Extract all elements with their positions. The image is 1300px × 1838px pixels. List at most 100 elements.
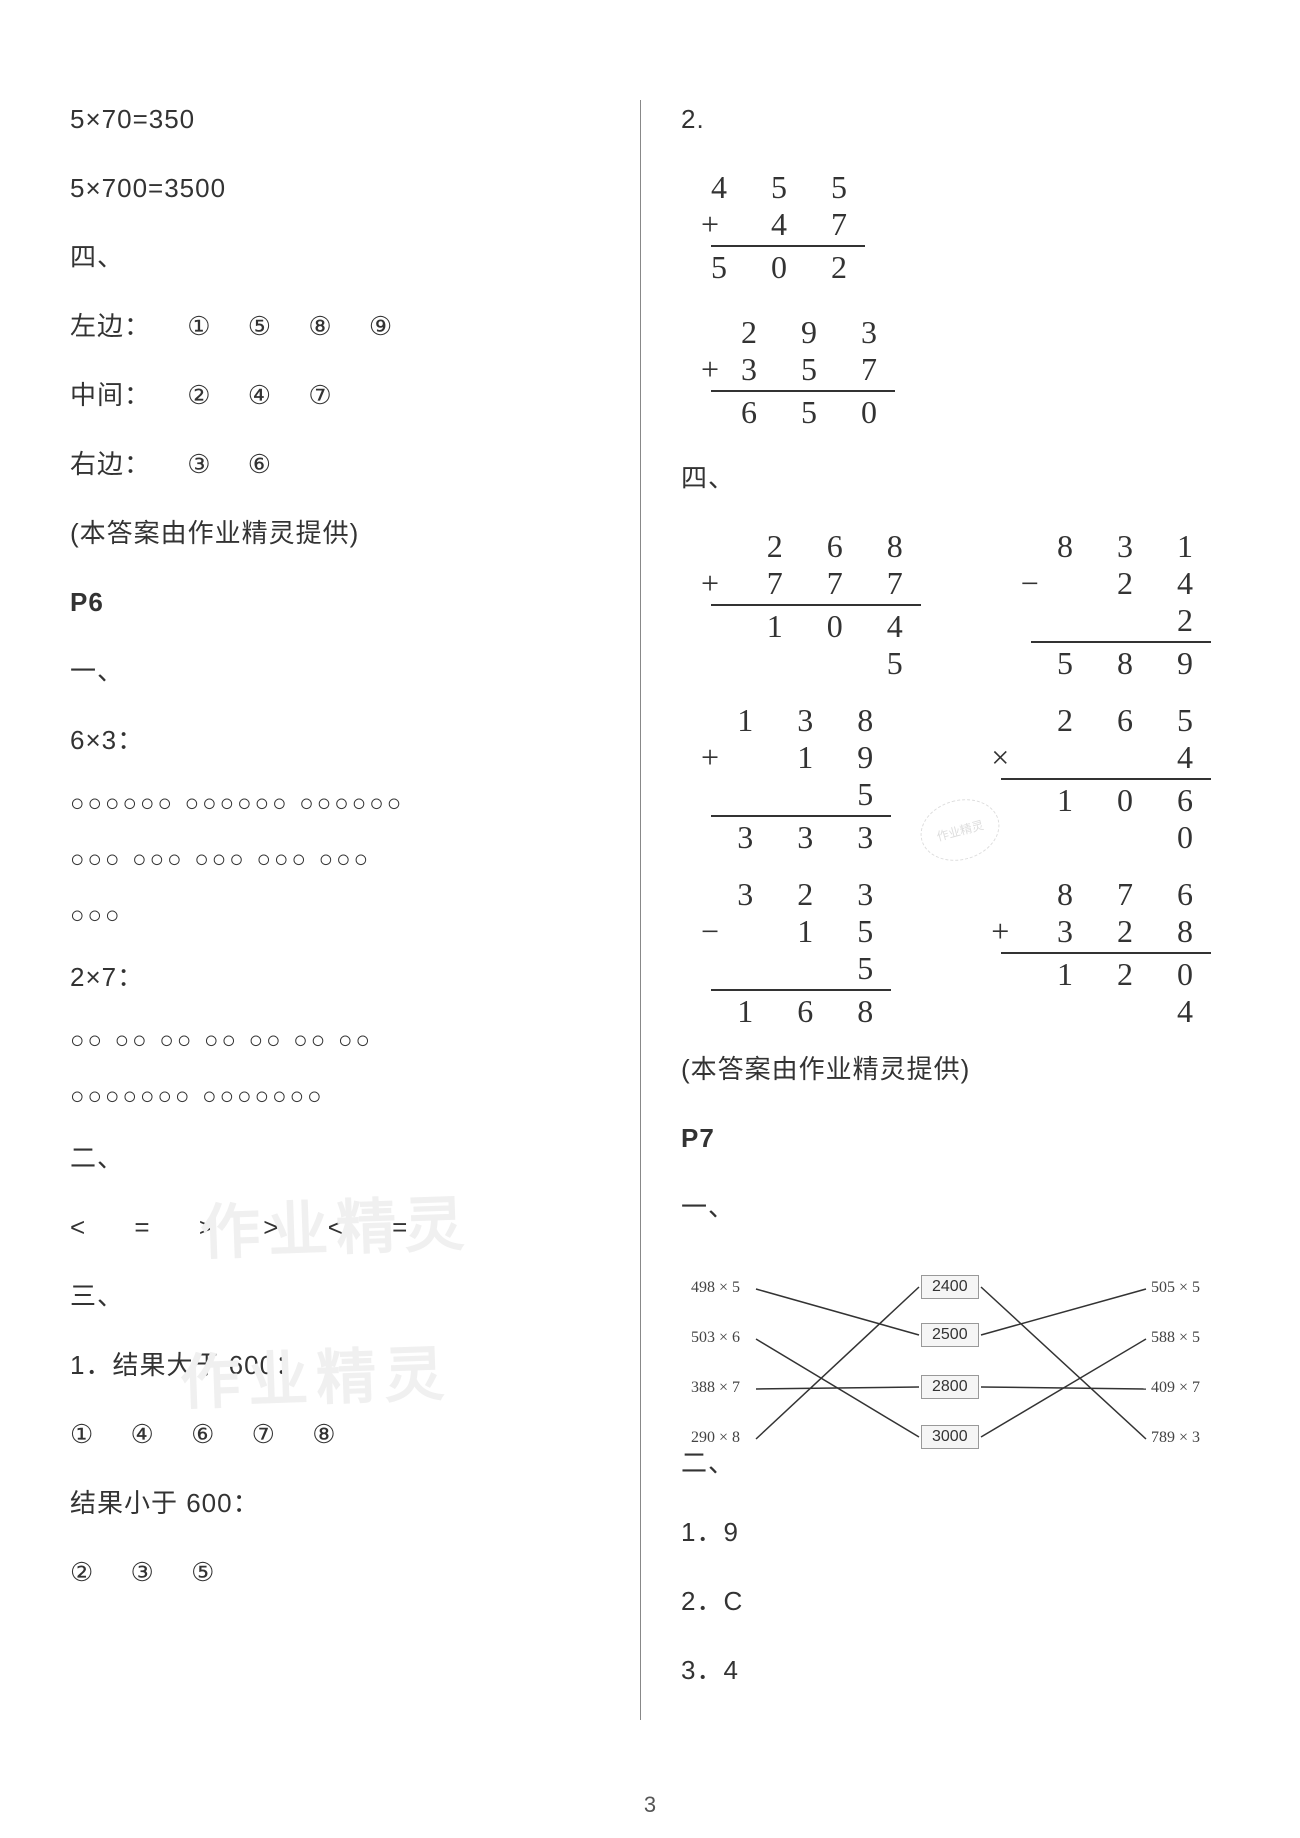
question-text: 结果小于 600：: [70, 1484, 610, 1523]
arith-top: 8 7 6: [1001, 876, 1211, 913]
circle-row: ○○ ○○ ○○ ○○ ○○ ○○ ○○: [70, 1027, 610, 1055]
question-label: 6×3：: [70, 721, 610, 760]
arith-second: 3 5 7: [741, 351, 895, 387]
arith-top: 2 6 8: [711, 528, 921, 565]
label: 右边：: [70, 449, 151, 479]
section-heading: 四、: [681, 459, 1211, 498]
arith-result: 1 0 6 0: [1001, 778, 1211, 856]
arith-op: +: [701, 739, 719, 776]
compare-symbol: <: [328, 1212, 344, 1242]
answer-text: 3．4: [681, 1651, 1211, 1690]
arithmetic: 2 6 5 ×4 1 0 6 0: [1001, 702, 1211, 856]
matching-diagram: 498 × 5503 × 6388 × 7290 × 8240025002800…: [681, 1257, 1221, 1424]
arith-op: ×: [991, 739, 1009, 776]
answer-text: 1．9: [681, 1513, 1211, 1552]
page-ref: P7: [681, 1119, 1211, 1158]
match-left-label: 290 × 8: [691, 1429, 740, 1447]
answer-row: 右边： ③ ⑥: [70, 445, 610, 484]
column-divider: [640, 100, 641, 1720]
arith-op: +: [701, 565, 719, 602]
arith-result: 1 2 0 4: [1001, 952, 1211, 1030]
compare-symbol: >: [199, 1212, 215, 1242]
arith-top: 3 2 3: [711, 876, 891, 913]
arith-result: 5 0 2: [711, 245, 865, 286]
arithmetic: 8 7 6 +3 2 8 1 2 0 4: [1001, 876, 1211, 1030]
answer-item: ⑦: [252, 1419, 276, 1449]
circle-row: ○○○○○○○ ○○○○○○○: [70, 1083, 610, 1111]
arith-result: 6 5 0: [711, 390, 895, 431]
answer-row: ① ④ ⑥ ⑦ ⑧: [70, 1415, 610, 1454]
arith-second: 3 2 8: [1057, 913, 1211, 949]
arithmetic: 4 5 5 +4 7 5 0 2: [681, 169, 1211, 286]
answer-item: ⑤: [248, 311, 272, 341]
match-mid-box: 3000: [921, 1425, 979, 1449]
arithmetic: 2 9 3 +3 5 7 6 5 0: [681, 314, 1211, 431]
answer-item: ①: [70, 1419, 94, 1449]
question-label: 2×7：: [70, 958, 610, 997]
answer-row: 中间： ② ④ ⑦: [70, 376, 610, 415]
match-left-label: 498 × 5: [691, 1279, 740, 1297]
credit-text: (本答案由作业精灵提供): [70, 514, 610, 553]
page-ref: P6: [70, 583, 610, 622]
match-mid-box: 2500: [921, 1323, 979, 1347]
match-right-label: 505 × 5: [1151, 1279, 1200, 1297]
arith-second: 2 4 2: [1117, 565, 1211, 638]
answer-item: ③: [131, 1557, 155, 1587]
answer-text: 2．C: [681, 1582, 1211, 1621]
arith-result: 3 3 3: [711, 815, 891, 856]
arith-top: 1 3 8: [711, 702, 891, 739]
answer-item: ④: [248, 380, 272, 410]
arith-result: 1 0 4 5: [711, 604, 921, 682]
arith-op: +: [991, 913, 1009, 950]
compare-symbol: <: [70, 1212, 86, 1242]
credit-text: (本答案由作业精灵提供): [681, 1050, 1211, 1089]
arith-second: 1 9 5: [797, 739, 891, 812]
compare-symbol: =: [134, 1212, 150, 1242]
circle-row: ○○○○○○ ○○○○○○ ○○○○○○: [70, 790, 610, 818]
arithmetic: 1 3 8 +1 9 5 3 3 3: [711, 702, 891, 856]
arith-op: −: [1021, 565, 1039, 602]
arithmetic: 8 3 1 −2 4 2 5 8 9: [1031, 528, 1211, 682]
answer-item: ⑥: [191, 1419, 215, 1449]
answer-item: ⑧: [308, 311, 332, 341]
arith-op: +: [701, 351, 719, 388]
section-heading: 一、: [681, 1188, 1211, 1227]
answer-item: ④: [131, 1419, 155, 1449]
arithmetic: 2 6 8 +7 7 7 1 0 4 5: [711, 528, 921, 682]
arithmetic-row: 3 2 3 −1 5 5 1 6 8 8 7 6 +3 2 8 1 2 0 4: [681, 876, 1211, 1030]
compare-symbol: >: [263, 1212, 279, 1242]
circle-row: ○○○ ○○○ ○○○ ○○○ ○○○: [70, 846, 610, 874]
arith-top: 4 5 5: [711, 169, 865, 206]
arith-second: 4: [1177, 739, 1211, 775]
answer-row: ② ③ ⑤: [70, 1553, 610, 1592]
circle-row: ○○○: [70, 902, 610, 930]
answer-row: 左边： ① ⑤ ⑧ ⑨: [70, 307, 610, 346]
answer-item: ②: [187, 380, 211, 410]
equation: 5×700=3500: [70, 169, 610, 208]
answer-item: ③: [187, 449, 211, 479]
right-column: 2. 4 5 5 +4 7 5 0 2 2 9 3 +3 5 7 6 5 0 四…: [651, 100, 1211, 1720]
section-heading: 二、: [70, 1139, 610, 1178]
arith-result: 5 8 9: [1031, 641, 1211, 682]
arith-top: 2 6 5: [1001, 702, 1211, 739]
answer-item: ⑨: [369, 311, 393, 341]
answer-item: ②: [70, 1557, 94, 1587]
arith-top: 2 9 3: [711, 314, 895, 351]
answer-item: ⑦: [308, 380, 332, 410]
answer-item: ⑤: [191, 1557, 215, 1587]
arithmetic-row: 2 6 8 +7 7 7 1 0 4 5 8 3 1 −2 4 2 5 8 9: [681, 528, 1211, 682]
section-heading: 三、: [70, 1277, 610, 1316]
section-heading: 四、: [70, 238, 610, 277]
question-text: 1．结果大于 600：: [70, 1346, 610, 1385]
question-number: 2.: [681, 100, 1211, 139]
match-left-label: 503 × 6: [691, 1329, 740, 1347]
arithmetic: 3 2 3 −1 5 5 1 6 8: [711, 876, 891, 1030]
arith-second: 4 7: [771, 206, 865, 242]
section-heading: 一、: [70, 652, 610, 691]
arith-second: 1 5 5: [797, 913, 891, 986]
label: 左边：: [70, 311, 151, 341]
arith-second: 7 7 7: [767, 565, 921, 601]
answer-item: ①: [187, 311, 211, 341]
match-left-label: 388 × 7: [691, 1379, 740, 1397]
answer-item: ⑧: [312, 1419, 336, 1449]
